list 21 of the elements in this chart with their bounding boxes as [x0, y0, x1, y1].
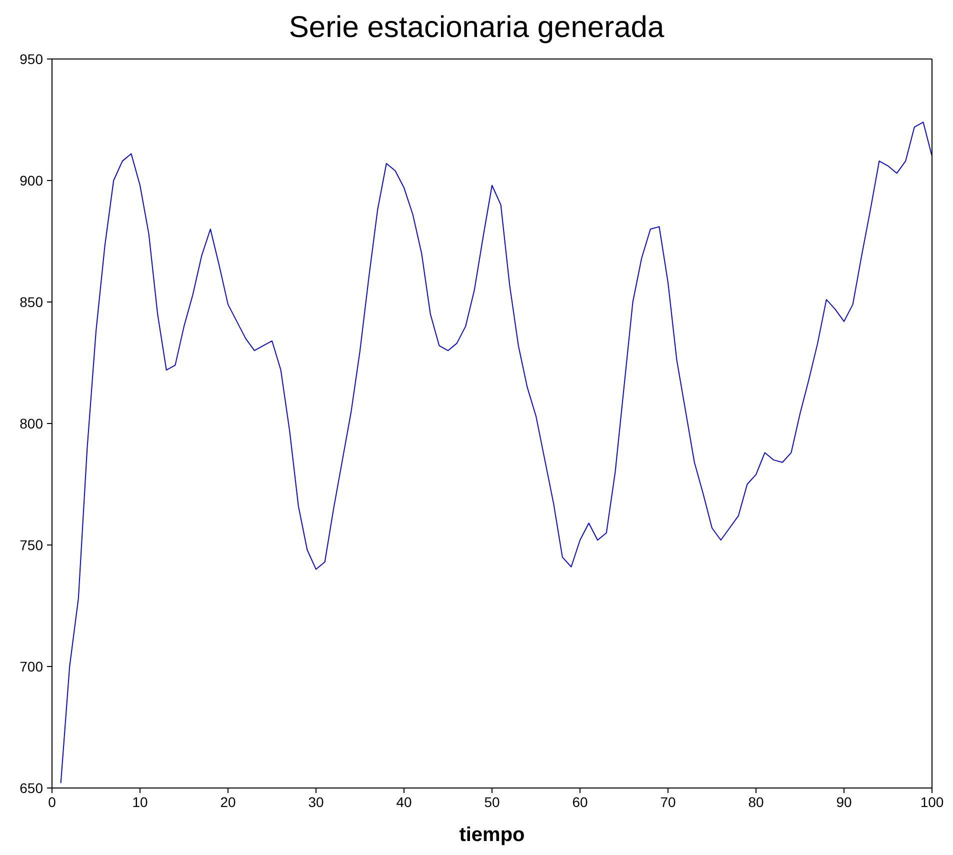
- x-tick-label: 40: [396, 794, 412, 810]
- y-tick-label: 750: [20, 536, 44, 553]
- x-tick-label: 100: [920, 794, 944, 810]
- x-tick-label: 60: [572, 794, 588, 810]
- y-tick-label: 650: [20, 780, 44, 796]
- y-tick-label: 900: [20, 172, 44, 188]
- x-tick-label: 0: [48, 794, 56, 810]
- x-tick-label: 10: [132, 794, 148, 810]
- y-tick-label: 950: [20, 50, 44, 67]
- y-tick-label: 850: [20, 294, 44, 310]
- y-tick-label: 800: [20, 415, 44, 432]
- line-series: [60, 122, 932, 784]
- x-tick-label: 50: [484, 794, 500, 810]
- x-tick-label: 70: [660, 794, 676, 810]
- chart-title: Serie estacionaria generada: [288, 10, 666, 46]
- x-tick-label: 20: [220, 794, 236, 810]
- y-tick-label: 700: [20, 658, 44, 674]
- x-tick-label: 90: [836, 794, 852, 810]
- x-tick-label: 80: [748, 794, 764, 810]
- x-axis-title: tiempo: [459, 824, 525, 846]
- x-tick-label: 30: [308, 794, 324, 810]
